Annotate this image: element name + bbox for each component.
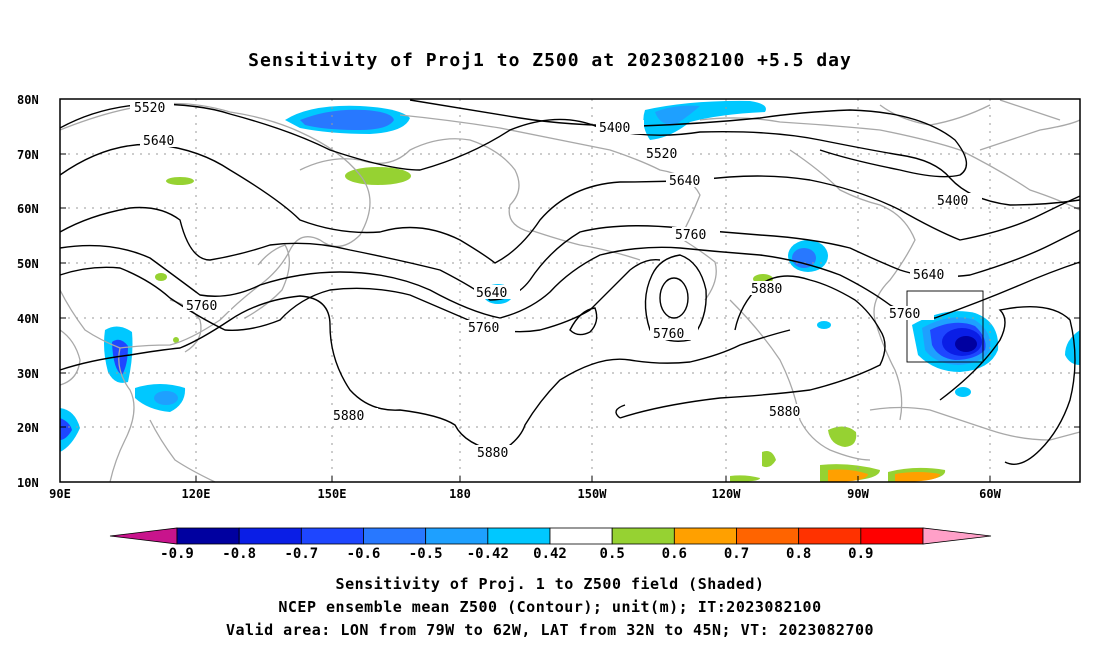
lon-label: 120E xyxy=(182,487,211,501)
colorbar-swatch xyxy=(860,527,924,545)
caption-shading: Sensitivity of Proj. 1 to Z500 field (Sh… xyxy=(335,575,765,593)
contour-label: 5400 xyxy=(599,121,630,136)
contour-label: 5880 xyxy=(477,446,508,461)
colorbar-tick-label: -0.5 xyxy=(409,546,443,562)
shade-blob xyxy=(762,451,776,468)
contour-label: 5640 xyxy=(143,134,174,149)
colorbar-tick-label: -0.9 xyxy=(160,546,194,562)
shade-blob xyxy=(817,321,831,329)
colorbar: -0.9 -0.8 -0.7 -0.6 -0.5 -0.42 0.42 0.5 0.6 0.7 0.… xyxy=(109,527,992,562)
lat-label: 40N xyxy=(17,312,39,326)
lat-label: 60N xyxy=(17,202,39,216)
valid-area-box xyxy=(906,290,984,363)
shade-blob xyxy=(300,109,394,130)
contour-label: 5880 xyxy=(751,282,782,297)
colorbar-tick-label: 0.6 xyxy=(662,546,687,562)
lon-label: 60W xyxy=(979,487,1001,501)
shade-blob xyxy=(1065,330,1080,365)
colorbar-tick-label: 0.8 xyxy=(786,546,811,562)
shade-blob xyxy=(154,391,178,405)
axis-ticks xyxy=(60,153,1080,482)
colorbar-swatch xyxy=(300,527,364,545)
longitude-labels: 90E 120E 150E 180 150W 120W 90W 60W xyxy=(49,487,1001,501)
shade-blob xyxy=(955,387,971,397)
shade-blob xyxy=(955,336,977,352)
colorbar-swatch xyxy=(611,527,675,545)
caption-contour: NCEP ensemble mean Z500 (Contour); unit(… xyxy=(278,598,822,616)
shade-blob xyxy=(60,418,72,440)
colorbar-swatch xyxy=(238,527,302,545)
caption-valid-area: Valid area: LON from 79W to 62W, LAT fro… xyxy=(225,621,875,639)
colorbar-high-end xyxy=(922,527,992,545)
colorbar-tick-label: -0.8 xyxy=(222,546,256,562)
colorbar-tick-label: 0.9 xyxy=(848,546,873,562)
contour-label: 5760 xyxy=(468,321,499,336)
shade-blob xyxy=(112,339,128,375)
lon-label: 120W xyxy=(712,487,742,501)
lat-label: 20N xyxy=(17,421,39,435)
lat-label: 10N xyxy=(17,476,39,490)
colorbar-tick-label: 0.5 xyxy=(600,546,625,562)
shade-blob xyxy=(155,273,167,281)
contour-label: 5640 xyxy=(669,174,700,189)
colorbar-tick-label: -0.7 xyxy=(284,546,318,562)
map-title: Sensitivity of Proj1 to Z500 at 20230821… xyxy=(248,50,852,71)
contour-label: 5760 xyxy=(653,327,684,342)
contour-label: 5760 xyxy=(186,299,217,314)
shade-blob xyxy=(166,177,194,185)
colorbar-swatch xyxy=(549,527,613,545)
colorbar-tick-label: 0.7 xyxy=(724,546,749,562)
map-frame xyxy=(59,98,1081,483)
contour-labels: 5520 5640 5760 5640 5760 5880 5880 5400 … xyxy=(130,100,982,461)
contour-label: 5400 xyxy=(937,194,968,209)
colorbar-swatch xyxy=(673,527,737,545)
colorbar-tick-label: -0.6 xyxy=(347,546,381,562)
colorbar-low-end xyxy=(109,527,178,545)
shade-blob xyxy=(828,426,857,447)
contour-label: 5880 xyxy=(333,409,364,424)
lat-label: 50N xyxy=(17,257,39,271)
map-area xyxy=(60,99,1080,482)
colorbar-swatch xyxy=(176,527,240,545)
lon-label: 90E xyxy=(49,487,71,501)
contour-label: 5760 xyxy=(675,228,706,243)
contour-label: 5880 xyxy=(769,405,800,420)
contour-label: 5520 xyxy=(134,101,165,116)
shade-blob xyxy=(730,475,760,482)
contour-label: 5640 xyxy=(913,268,944,283)
lon-label: 90W xyxy=(847,487,869,501)
contour-label: 5520 xyxy=(646,147,677,162)
shade-blob xyxy=(345,167,411,185)
sensitivity-shading xyxy=(60,100,1080,482)
contour-label: 5640 xyxy=(476,286,507,301)
shade-blob xyxy=(792,248,816,268)
lat-label: 70N xyxy=(17,148,39,162)
lon-label: 150E xyxy=(318,487,347,501)
lat-label: 30N xyxy=(17,367,39,381)
latitude-labels: 80N 70N 60N 50N 40N 30N 20N 10N xyxy=(17,93,39,490)
lon-label: 150W xyxy=(578,487,608,501)
shade-blob xyxy=(895,472,940,482)
colorbar-swatch xyxy=(736,527,800,545)
colorbar-swatch xyxy=(798,527,862,545)
colorbar-swatch xyxy=(487,527,551,545)
contour-label: 5760 xyxy=(889,307,920,322)
shade-blob xyxy=(655,105,700,126)
colorbar-swatch xyxy=(363,527,427,545)
shade-blob xyxy=(173,337,179,343)
colorbar-tick-label: -0.42 xyxy=(467,546,509,562)
lon-label: 180 xyxy=(449,487,471,501)
lat-label: 80N xyxy=(17,93,39,107)
colorbar-tick-label: 0.42 xyxy=(533,546,567,562)
colorbar-swatch xyxy=(425,527,489,545)
